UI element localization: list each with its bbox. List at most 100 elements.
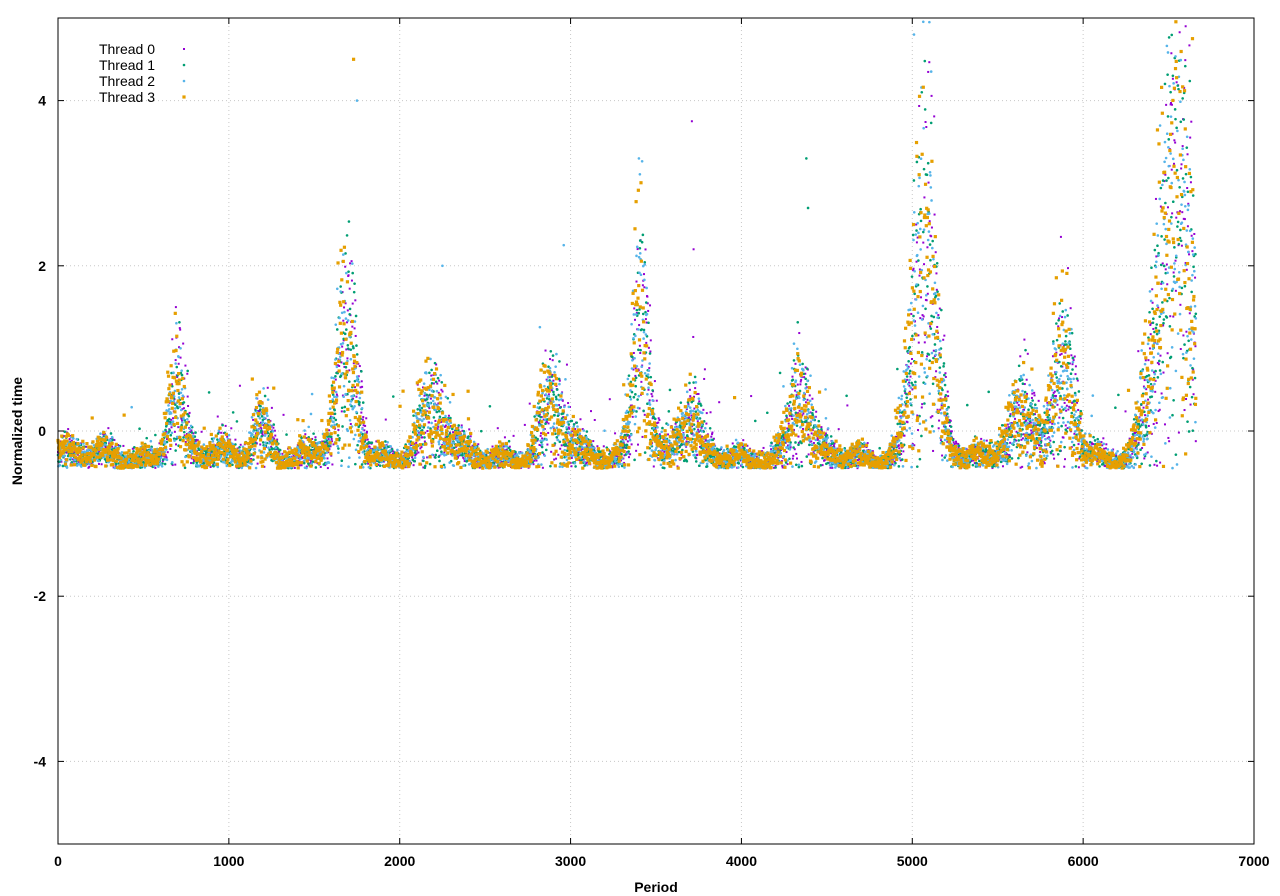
data-point — [420, 446, 423, 449]
data-point — [70, 439, 73, 442]
data-point — [734, 445, 738, 449]
data-point — [802, 427, 805, 430]
data-point — [412, 464, 415, 467]
data-point — [674, 422, 677, 425]
data-point — [935, 288, 938, 291]
data-point — [535, 459, 538, 462]
data-point — [341, 345, 344, 348]
data-point — [960, 457, 963, 460]
data-point — [627, 450, 630, 453]
data-point — [696, 453, 699, 456]
data-point — [561, 399, 564, 402]
data-point — [512, 434, 515, 437]
data-point — [567, 426, 570, 429]
data-point — [348, 380, 351, 383]
data-point — [1156, 464, 1159, 467]
data-point — [432, 382, 435, 385]
data-point — [808, 394, 811, 397]
data-point — [259, 404, 262, 408]
data-point — [811, 429, 814, 432]
data-point — [927, 181, 930, 184]
data-point — [812, 451, 815, 454]
data-point — [425, 393, 429, 397]
data-point — [1064, 424, 1067, 427]
data-point — [1062, 436, 1065, 439]
data-point — [76, 453, 79, 456]
data-point — [908, 384, 911, 387]
data-point — [635, 410, 638, 413]
data-point — [649, 375, 653, 379]
data-point — [644, 248, 647, 251]
data-point — [302, 461, 306, 465]
data-point — [456, 455, 459, 458]
data-point — [90, 462, 93, 465]
data-point — [165, 440, 169, 444]
data-point — [922, 241, 925, 244]
data-point — [423, 440, 426, 443]
data-point — [927, 70, 930, 73]
data-point — [906, 378, 909, 381]
data-point — [1077, 443, 1080, 446]
data-point — [1179, 303, 1182, 306]
data-point — [1159, 461, 1162, 464]
data-point — [370, 441, 374, 444]
data-point — [550, 450, 553, 453]
data-point — [543, 453, 546, 456]
data-point — [1091, 442, 1094, 445]
data-point — [214, 444, 217, 447]
data-point — [357, 425, 361, 429]
data-point — [680, 453, 683, 456]
data-point — [1189, 136, 1192, 139]
data-point — [911, 388, 914, 391]
data-point — [647, 309, 650, 312]
data-point — [903, 434, 906, 437]
data-point — [428, 371, 431, 375]
data-point — [169, 447, 172, 450]
data-point — [231, 411, 235, 414]
data-point — [1174, 289, 1177, 292]
data-point — [792, 454, 795, 457]
data-point — [700, 435, 703, 438]
data-point — [345, 328, 348, 331]
data-point — [1030, 432, 1033, 435]
data-point — [270, 447, 274, 451]
data-point — [1074, 365, 1077, 368]
data-point — [643, 451, 647, 454]
data-point — [424, 399, 427, 402]
data-point — [334, 378, 337, 381]
data-point — [821, 464, 824, 467]
data-point — [866, 442, 869, 445]
data-point — [351, 271, 354, 275]
data-point — [220, 431, 223, 434]
data-point — [212, 461, 216, 464]
data-point — [549, 349, 553, 353]
data-point — [608, 398, 611, 401]
data-point — [895, 435, 898, 438]
data-point — [523, 423, 526, 426]
data-point — [1166, 206, 1169, 209]
data-point — [613, 461, 616, 464]
data-point — [1188, 312, 1191, 315]
data-point — [552, 393, 556, 396]
data-point — [1135, 440, 1138, 443]
data-point — [1035, 424, 1038, 427]
data-point — [609, 450, 612, 453]
data-point — [991, 467, 994, 470]
data-point — [173, 430, 176, 433]
data-point — [348, 369, 351, 372]
data-point — [419, 447, 422, 450]
data-point — [635, 449, 638, 452]
data-point — [367, 462, 370, 465]
data-point — [1169, 102, 1172, 105]
data-point — [540, 444, 543, 447]
data-point — [581, 428, 584, 431]
data-point — [1182, 217, 1185, 220]
data-point — [1184, 261, 1187, 264]
data-point — [1096, 460, 1099, 463]
data-point — [175, 443, 178, 446]
data-point — [649, 304, 652, 307]
data-point — [737, 462, 741, 465]
data-point — [755, 455, 758, 458]
data-point — [260, 427, 263, 430]
data-point — [631, 355, 634, 359]
